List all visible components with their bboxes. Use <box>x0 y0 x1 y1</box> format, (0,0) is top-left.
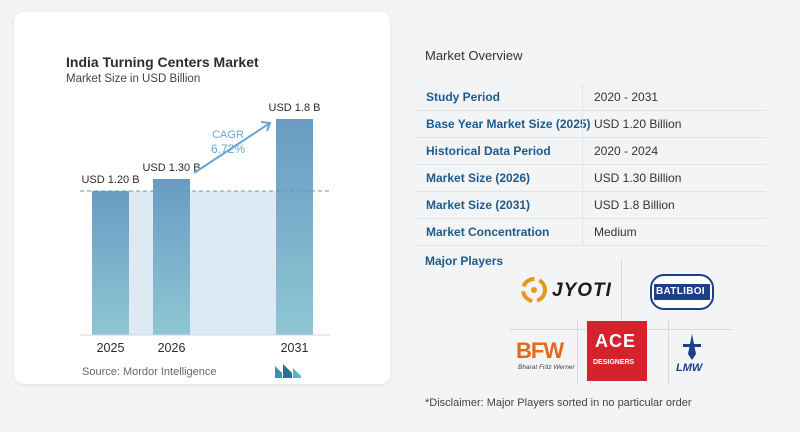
cagr-label: CAGR <box>212 129 244 141</box>
row-value: Medium <box>594 225 637 239</box>
x-tick-2025: 2025 <box>97 341 125 355</box>
bar-chart: USD 1.20 B 2025 USD 1.30 B 2026 USD 1.8 B 203… <box>80 102 330 355</box>
lmw-wordmark: LMW <box>676 362 703 374</box>
grid-divider <box>621 258 622 320</box>
overview-row-size-2026: Market Size (2026) USD 1.30 Billion <box>416 165 766 192</box>
ace-wordmark: ACE <box>595 331 637 351</box>
cagr-arrow-line <box>193 122 271 174</box>
disclaimer-note: *Disclaimer: Major Players sorted in no … <box>425 397 692 409</box>
bar-2025 <box>92 191 129 335</box>
cagr-arrow-head <box>260 121 272 132</box>
row-label: Study Period <box>426 90 501 104</box>
x-tick-2026: 2026 <box>158 341 186 355</box>
major-players-title: Major Players <box>425 254 504 268</box>
row-value: USD 1.8 Billion <box>594 198 675 212</box>
x-tick-2031: 2031 <box>281 341 309 355</box>
row-label: Market Size (2031) <box>426 198 531 212</box>
bfw-wordmark: BFW <box>516 338 564 363</box>
jyoti-wordmark: JYOTI <box>552 280 612 301</box>
row-value: USD 1.20 Billion <box>594 117 682 131</box>
batliboi-wordmark: BATLIBOI <box>656 286 705 297</box>
chart-title: India Turning Centers Market <box>66 54 259 70</box>
data-label-2031: USD 1.8 B <box>269 102 321 114</box>
overview-row-historical: Historical Data Period 2020 - 2024 <box>416 138 766 165</box>
overview-row-study-period: Study Period 2020 - 2031 <box>416 84 766 111</box>
ace-tagline: DESIGNERS <box>593 359 635 366</box>
row-value: USD 1.30 Billion <box>594 171 682 185</box>
grid-divider <box>577 320 578 384</box>
row-label: Historical Data Period <box>426 144 551 158</box>
bar-2031 <box>276 119 313 335</box>
market-overview-title: Market Overview <box>425 48 523 63</box>
row-value: 2020 - 2024 <box>594 144 659 158</box>
mordor-logo-icon <box>275 364 301 378</box>
grid-divider <box>668 320 669 384</box>
data-label-2025: USD 1.20 B <box>81 174 139 186</box>
source-note: Source: Mordor Intelligence <box>82 366 217 378</box>
overview-row-concentration: Market Concentration Medium <box>416 219 766 246</box>
row-label: Base Year Market Size (2025) <box>426 117 591 131</box>
bfw-tagline: Bharat Fritz Werner <box>518 364 575 371</box>
bar-2026 <box>153 179 190 335</box>
market-overview-table: Study Period 2020 - 2031 Base Year Market… <box>416 84 766 246</box>
row-label: Market Size (2026) <box>426 171 531 185</box>
jyoti-logo: JYOTI <box>518 276 611 309</box>
cagr-value: 6.72% <box>211 142 245 156</box>
data-label-2026: USD 1.30 B <box>142 162 200 174</box>
jyoti-swirl-icon <box>521 277 547 303</box>
lmw-emblem-icon <box>683 334 701 360</box>
chart-subtitle: Market Size in USD Billion <box>66 73 201 85</box>
batliboi-logo: BATLIBOI <box>650 274 714 310</box>
row-value: 2020 - 2031 <box>594 90 659 104</box>
ace-designers-logo: ACE DESIGNERS <box>587 321 647 381</box>
overview-row-base-year: Base Year Market Size (2025) USD 1.20 Bil… <box>416 111 766 138</box>
overview-row-size-2031: Market Size (2031) USD 1.8 Billion <box>416 192 766 219</box>
row-label: Market Concentration <box>426 225 550 239</box>
